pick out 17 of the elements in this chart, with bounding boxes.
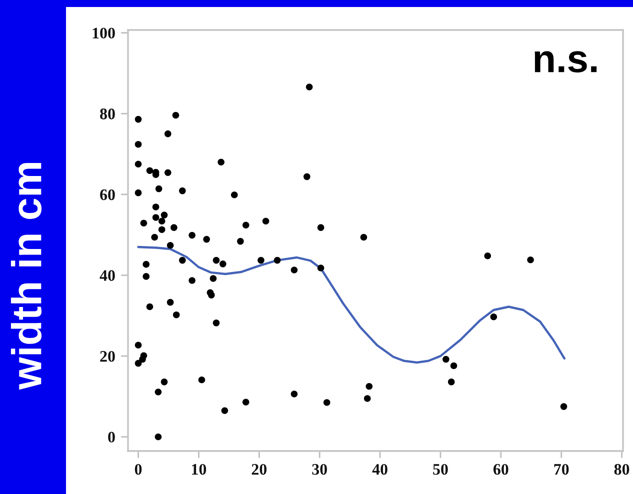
y-tick-label: 0 — [108, 432, 115, 443]
x-tick-label: 30 — [312, 464, 327, 475]
x-tick-label: 80 — [614, 464, 630, 475]
y-tick-label: 20 — [100, 350, 115, 362]
x-tick-label: 50 — [433, 464, 448, 475]
x-tick-label: 60 — [493, 464, 508, 475]
y-axis-title: width in cm — [10, 163, 42, 390]
y-tick-label: 40 — [100, 270, 115, 281]
y-tick-label: 80 — [100, 108, 115, 120]
x-tick-label: 0 — [134, 464, 142, 475]
annotation: n.s. — [534, 51, 597, 72]
x-tick-label: 10 — [192, 464, 206, 475]
x-tick-label: 20 — [252, 464, 267, 475]
x-tick-label: 70 — [554, 464, 569, 475]
y-tick-label: 100 — [92, 28, 115, 39]
x-tick-label: 40 — [372, 464, 388, 475]
y-tick-label: 60 — [100, 189, 115, 200]
